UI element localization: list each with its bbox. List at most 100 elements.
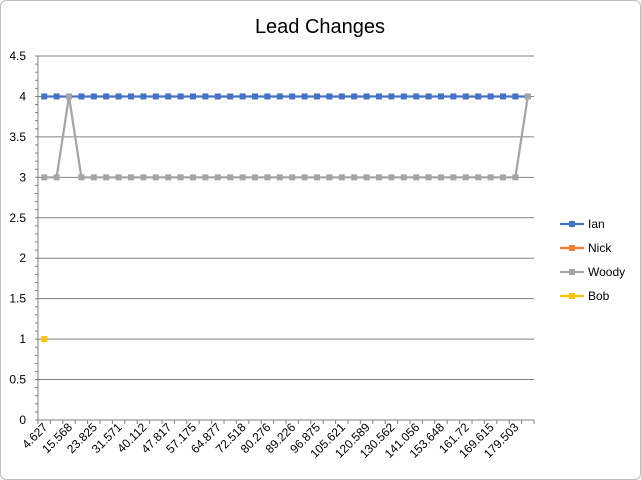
data-point-woody bbox=[351, 174, 358, 181]
data-point-woody bbox=[314, 174, 320, 181]
data-point-woody bbox=[239, 174, 246, 181]
data-point-woody bbox=[438, 174, 444, 181]
data-point-ian bbox=[177, 93, 184, 100]
data-point-ian bbox=[487, 93, 494, 100]
data-point-woody bbox=[301, 174, 308, 181]
data-point-ian bbox=[289, 93, 296, 100]
data-point-woody bbox=[202, 174, 209, 181]
data-point-ian bbox=[227, 93, 234, 100]
data-point-woody bbox=[512, 174, 519, 181]
y-tick-label: 4 bbox=[19, 89, 26, 103]
data-point-woody bbox=[500, 174, 506, 181]
data-point-woody bbox=[41, 174, 48, 181]
data-point-ian bbox=[376, 93, 382, 100]
data-point-woody bbox=[487, 174, 494, 181]
data-point-ian bbox=[338, 93, 345, 100]
data-point-ian bbox=[475, 93, 482, 100]
data-point-ian bbox=[388, 93, 395, 100]
legend-label-ian: Ian bbox=[588, 217, 605, 231]
y-tick-label: 2 bbox=[19, 251, 26, 265]
data-point-ian bbox=[152, 93, 159, 100]
y-tick-label: 3.5 bbox=[9, 130, 26, 144]
data-point-woody bbox=[165, 174, 172, 181]
data-point-ian bbox=[252, 93, 258, 100]
data-point-ian bbox=[512, 93, 519, 100]
data-point-woody bbox=[450, 174, 457, 181]
data-point-woody bbox=[400, 174, 407, 181]
data-point-woody bbox=[152, 174, 159, 181]
data-point-woody bbox=[338, 174, 345, 181]
data-point-ian bbox=[425, 93, 432, 100]
legend-label-bob: Bob bbox=[588, 289, 610, 303]
data-point-woody bbox=[462, 174, 469, 181]
data-point-ian bbox=[78, 93, 85, 100]
data-point-ian bbox=[500, 93, 506, 100]
gridlines bbox=[38, 55, 534, 381]
data-point-ian bbox=[53, 93, 60, 100]
data-point-woody bbox=[90, 174, 97, 181]
data-point-woody bbox=[475, 174, 482, 181]
data-point-bob bbox=[41, 336, 48, 343]
data-point-ian bbox=[103, 93, 110, 100]
data-point-ian bbox=[239, 93, 246, 100]
data-point-woody bbox=[227, 174, 234, 181]
data-point-ian bbox=[115, 93, 122, 100]
y-tick-label: 3 bbox=[19, 170, 26, 184]
legend: Ian Nick Woody Bob bbox=[560, 217, 625, 303]
data-point-ian bbox=[202, 93, 209, 100]
axes bbox=[35, 55, 535, 424]
data-point-woody bbox=[115, 174, 122, 181]
data-point-woody bbox=[53, 174, 60, 181]
data-point-woody bbox=[214, 174, 221, 181]
data-point-woody bbox=[66, 93, 72, 100]
data-point-woody bbox=[289, 174, 296, 181]
data-point-ian bbox=[314, 93, 320, 100]
data-point-woody bbox=[103, 174, 110, 181]
data-point-ian bbox=[165, 93, 172, 100]
data-point-ian bbox=[41, 93, 48, 100]
legend-marker-bob bbox=[569, 293, 575, 299]
legend-marker-nick bbox=[569, 245, 575, 251]
y-tick-label: 4.5 bbox=[9, 49, 26, 63]
data-point-woody bbox=[128, 174, 134, 181]
x-axis-ticks: 4.62715.56823.82531.57140.11247.81757.17… bbox=[19, 420, 522, 461]
data-point-ian bbox=[264, 93, 271, 100]
data-point-ian bbox=[413, 93, 420, 100]
data-point-woody bbox=[413, 174, 420, 181]
data-point-ian bbox=[400, 93, 407, 100]
data-point-woody bbox=[190, 174, 196, 181]
data-point-ian bbox=[301, 93, 308, 100]
legend-marker-ian bbox=[569, 221, 575, 227]
series-group bbox=[41, 93, 531, 343]
data-point-ian bbox=[462, 93, 469, 100]
data-point-woody bbox=[177, 174, 184, 181]
y-tick-label: 0 bbox=[19, 413, 26, 427]
data-point-woody bbox=[425, 174, 432, 181]
data-point-ian bbox=[90, 93, 97, 100]
data-point-woody bbox=[252, 174, 258, 181]
y-tick-label: 0.5 bbox=[9, 373, 26, 387]
data-point-woody bbox=[78, 174, 85, 181]
data-point-woody bbox=[388, 174, 395, 181]
data-point-ian bbox=[140, 93, 147, 100]
data-point-woody bbox=[264, 174, 271, 181]
data-point-ian bbox=[326, 93, 333, 100]
data-point-woody bbox=[376, 174, 382, 181]
data-point-ian bbox=[214, 93, 221, 100]
chart-title: Lead Changes bbox=[255, 16, 385, 38]
data-point-ian bbox=[128, 93, 134, 100]
data-point-ian bbox=[276, 93, 283, 100]
series-line-woody bbox=[44, 95, 529, 179]
y-tick-label: 2.5 bbox=[9, 211, 26, 225]
legend-label-woody: Woody bbox=[588, 265, 625, 279]
data-point-woody bbox=[276, 174, 283, 181]
data-point-woody bbox=[363, 174, 370, 181]
data-point-ian bbox=[190, 93, 196, 100]
y-tick-label: 1 bbox=[19, 332, 26, 346]
legend-label-nick: Nick bbox=[588, 241, 612, 255]
data-point-ian bbox=[450, 93, 457, 100]
y-axis-ticks: 0 0.5 1 1.5 2 2.5 3 3.5 4 4.5 bbox=[9, 49, 26, 427]
y-tick-label: 1.5 bbox=[9, 292, 26, 306]
